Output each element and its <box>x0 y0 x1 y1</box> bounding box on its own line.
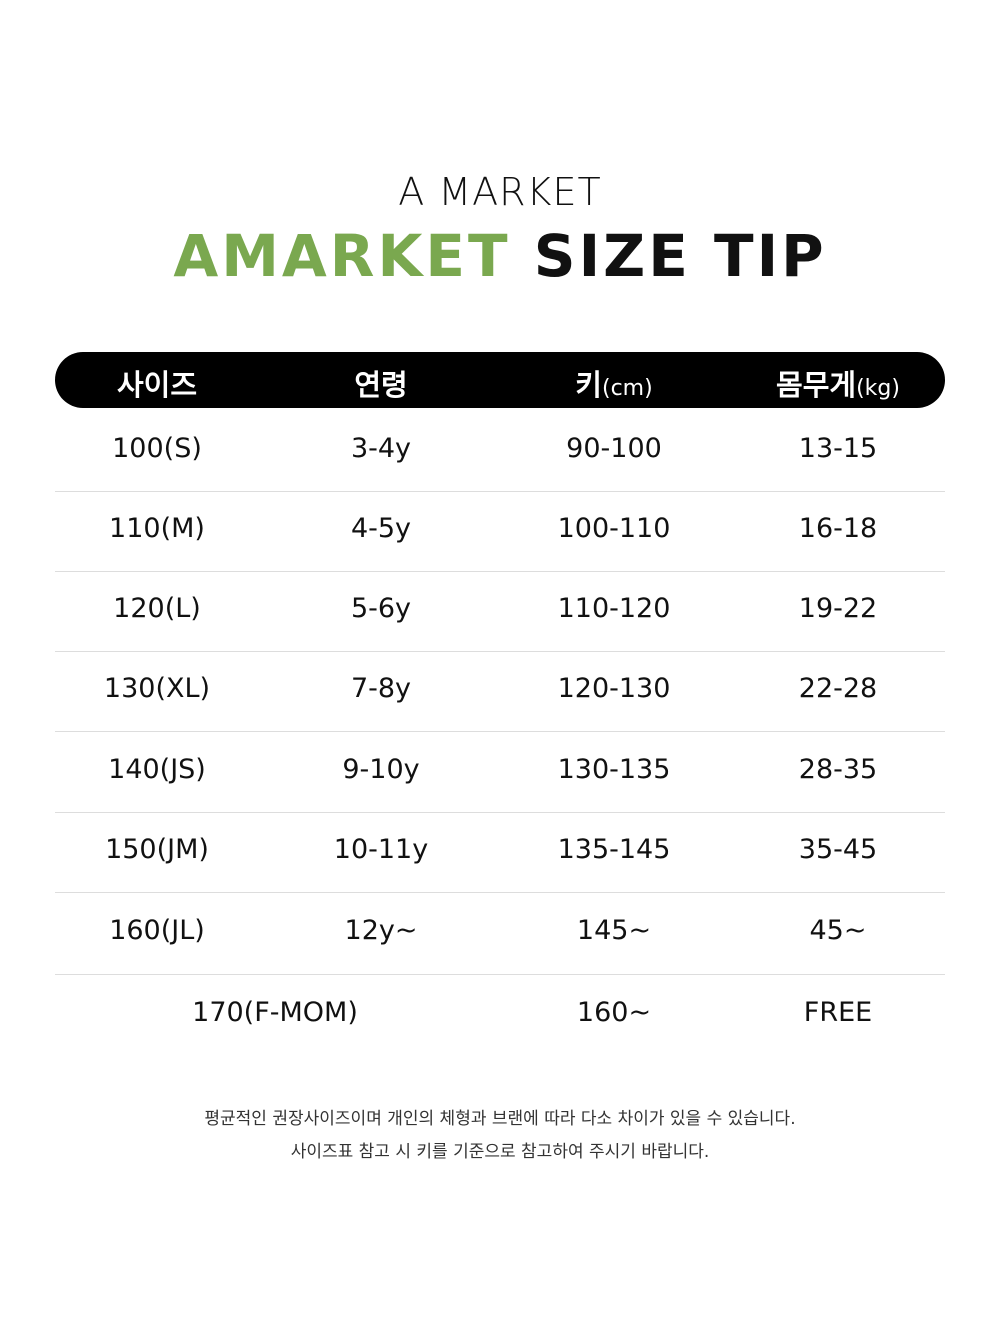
header-label: 연령 <box>354 368 408 402</box>
header-unit: (cm) <box>601 376 653 401</box>
table-header: 사이즈 연령 키(cm) 몸무게(kg) <box>55 352 945 408</box>
header-age: 연령 <box>354 362 407 404</box>
brand-subtitle: A MARKET <box>398 170 602 214</box>
header-label: 키 <box>575 368 602 402</box>
page-title: AMARKET SIZE TIP <box>0 222 1000 290</box>
table-row: 120(L) 5-6y 110-120 19-22 <box>55 571 945 652</box>
header-label: 몸무게 <box>776 368 857 402</box>
cell-height: 120-130 <box>557 673 671 704</box>
header-size: 사이즈 <box>117 362 197 404</box>
cell-height: 90-100 <box>566 432 662 464</box>
cell-weight: 45~ <box>809 915 867 946</box>
cell-size: 130(XL) <box>103 673 211 704</box>
cell-size: 140(JS) <box>108 753 206 785</box>
cell-age: 12y~ <box>344 915 418 946</box>
cell-age: 3-4y <box>350 432 412 464</box>
cell-weight: 16-18 <box>798 513 878 544</box>
cell-height: 100-110 <box>557 513 671 544</box>
table-row: 140(JS) 9-10y 130-135 28-35 <box>55 731 945 813</box>
cell-size: 170(F-MOM) <box>192 996 358 1028</box>
table-row: 100(S) 3-4y 90-100 13-15 <box>55 410 945 492</box>
cell-height: 130-135 <box>557 753 671 785</box>
cell-age: 10-11y <box>333 834 429 865</box>
cell-age: 7-8y <box>350 673 412 704</box>
note-line-2: 사이즈표 참고 시 키를 기준으로 참고하여 주시기 바랍니다. <box>290 1142 710 1162</box>
title-rest: SIZE TIP <box>533 222 827 290</box>
cell-weight: 35-45 <box>798 834 878 865</box>
cell-height: 135-145 <box>557 834 671 865</box>
table-row: 170(F-MOM) 160~ FREE <box>55 974 945 1055</box>
header-weight: 몸무게(kg) <box>776 362 900 404</box>
table-row: 130(XL) 7-8y 120-130 22-28 <box>55 651 945 732</box>
cell-weight: 28-35 <box>798 753 878 785</box>
cell-weight: FREE <box>803 996 873 1028</box>
note-line-1: 평균적인 권장사이즈이며 개인의 체형과 브랜에 따라 다소 차이가 있을 수 … <box>204 1109 796 1129</box>
cell-weight: 22-28 <box>798 673 878 704</box>
cell-size: 160(JL) <box>109 915 205 946</box>
header-height: 키(cm) <box>575 362 652 404</box>
cell-size: 100(S) <box>112 432 202 464</box>
title-brand: AMARKET <box>173 222 511 290</box>
cell-weight: 19-22 <box>798 593 878 624</box>
cell-weight: 13-15 <box>798 432 878 464</box>
table-row: 110(M) 4-5y 100-110 16-18 <box>55 491 945 572</box>
cell-size: 110(M) <box>109 513 205 544</box>
cell-height: 110-120 <box>557 593 671 624</box>
table-row: 150(JM) 10-11y 135-145 35-45 <box>55 812 945 893</box>
table-row: 160(JL) 12y~ 145~ 45~ <box>55 892 945 975</box>
header-label: 사이즈 <box>116 368 198 402</box>
cell-size: 150(JM) <box>105 834 209 865</box>
cell-age: 4-5y <box>350 513 412 544</box>
cell-height: 145~ <box>576 915 652 946</box>
cell-size: 120(L) <box>113 593 201 624</box>
cell-height: 160~ <box>576 996 652 1028</box>
cell-age: 5-6y <box>350 593 412 624</box>
cell-age: 9-10y <box>342 753 420 785</box>
header-unit: (kg) <box>856 376 900 401</box>
